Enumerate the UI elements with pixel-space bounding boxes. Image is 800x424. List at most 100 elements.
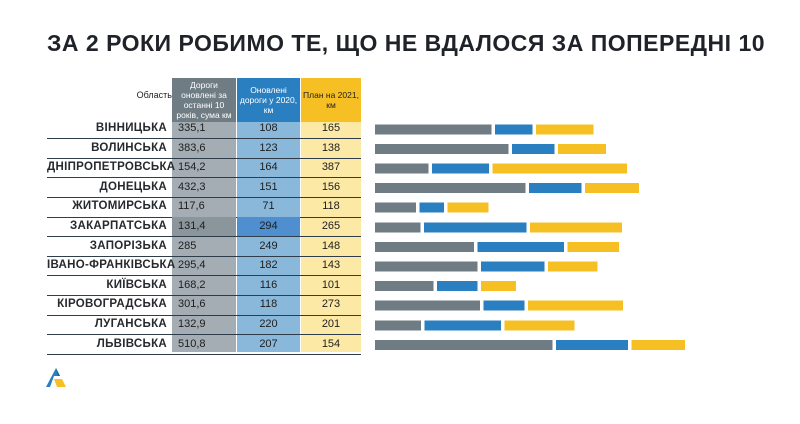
table-row: ДОНЕЦЬКА 432,3 151 156	[47, 178, 361, 197]
cell-plan-2021-km: 156	[321, 180, 341, 193]
logo-icon	[46, 368, 66, 387]
bar-updated-2020	[483, 300, 525, 311]
bar-updated-2020	[481, 261, 545, 272]
bar-updated-2020	[424, 320, 502, 331]
bar-history	[375, 281, 434, 292]
row-divider	[47, 177, 361, 179]
cell-history-km: 168,2	[178, 278, 206, 291]
bar-history	[375, 261, 478, 272]
cell-plan-2021-km: 273	[321, 298, 341, 311]
bar-history	[375, 222, 421, 233]
bar-history	[375, 183, 526, 194]
cell-history-km: 335,1	[178, 122, 206, 134]
cell-history-km: 432,3	[178, 180, 206, 193]
page-title: ЗА 2 РОКИ РОБИМО ТЕ, ЩО НЕ ВДАЛОСЯ ЗА ПО…	[47, 30, 766, 56]
cell-updated-2020-km: 207	[259, 337, 278, 350]
region-name: КІРОВОГРАДСЬКА	[57, 298, 167, 311]
bar-history	[375, 300, 480, 311]
bar-updated-2020	[556, 339, 629, 350]
cell-history-km: 154,2	[178, 161, 206, 174]
region-name: ВІННИЦЬКА	[95, 122, 167, 134]
bar-plan-2021	[558, 143, 607, 154]
cell-plan-2021-km: 148	[321, 239, 341, 252]
table-row: ІВАНО-ФРАНКІВСЬКА 295,4 182 143	[47, 256, 361, 275]
row-divider	[47, 255, 361, 257]
row-divider	[47, 353, 361, 355]
cell-updated-2020-km: 249	[259, 239, 278, 252]
cell-history-km: 295,4	[178, 259, 206, 272]
row-divider	[47, 275, 361, 277]
cell-updated-2020-km: 116	[259, 278, 278, 291]
cell-history-km: 117,6	[178, 200, 205, 213]
column-bg-plan-2021	[301, 78, 361, 352]
bar-updated-2020	[437, 281, 478, 292]
bar-history	[375, 339, 553, 350]
region-name: ДОНЕЦЬКА	[99, 180, 167, 193]
bar-plan-2021	[447, 202, 489, 213]
bar-updated-2020	[528, 183, 582, 194]
table-row: ЛЬВІВСЬКА 510,8 207 154	[47, 335, 361, 354]
bar-plan-2021	[536, 124, 594, 135]
column-header-updated-2020: Оновлені дороги у 2020, км	[237, 78, 300, 122]
bar-history	[375, 124, 492, 135]
table-row: ВІННИЦЬКА 335,1 108 165	[47, 119, 361, 138]
highlight-cell-updated	[237, 217, 300, 236]
table-row: ЖИТОМИРСЬКА 117,6 71 118	[47, 197, 361, 216]
region-name: ДНІПРОПЕТРОВСЬКА	[47, 161, 176, 174]
cell-updated-2020-km: 164	[259, 161, 278, 174]
cell-plan-2021-km: 387	[321, 161, 341, 174]
bar-updated-2020	[511, 143, 555, 154]
cell-updated-2020-km: 108	[259, 122, 278, 134]
highlight-cell-history	[172, 217, 236, 236]
cell-updated-2020-km: 294	[259, 220, 278, 232]
bar-plan-2021	[480, 281, 516, 292]
row-divider	[47, 196, 361, 198]
row-divider	[47, 236, 361, 238]
table-row: ВОЛИНСЬКА 383,6 123 138	[47, 139, 361, 158]
cell-history-km: 132,9	[178, 318, 206, 330]
cell-updated-2020-km: 182	[259, 259, 278, 272]
bar-updated-2020	[419, 202, 445, 213]
bar-plan-2021	[529, 222, 623, 233]
cell-updated-2020-km: 151	[259, 180, 278, 193]
table-row: ДНІПРОПЕТРОВСЬКА 154,2 164 387	[47, 158, 361, 177]
cell-plan-2021-km: 118	[322, 200, 340, 213]
region-column-header: Область	[136, 90, 172, 100]
table-row: КИЇВСЬКА 168,2 116 101	[47, 276, 361, 295]
row-divider	[47, 314, 361, 316]
cell-plan-2021-km: 143	[321, 259, 341, 272]
table-row: ЛУГАНСЬКА 132,9 220 201	[47, 315, 361, 334]
region-name: ЗАПОРІЗЬКА	[89, 239, 167, 252]
cell-plan-2021-km: 154	[321, 337, 341, 350]
bar-plan-2021	[527, 300, 623, 311]
cell-updated-2020-km: 118	[259, 298, 278, 311]
cell-plan-2021-km: 165	[321, 122, 341, 134]
row-divider	[47, 138, 361, 140]
bar-history	[375, 143, 509, 154]
row-divider	[47, 157, 361, 159]
bar-history	[375, 320, 422, 331]
bar-updated-2020	[424, 222, 527, 233]
column-bg-updated-2020	[237, 78, 300, 352]
region-name: ВОЛИНСЬКА	[91, 141, 167, 154]
bar-plan-2021	[504, 320, 575, 331]
region-name: ЛЬВІВСЬКА	[96, 337, 167, 350]
region-name: КИЇВСЬКА	[106, 278, 167, 291]
table-row: ЗАКАРПАТСЬКА 131,4 294 265	[47, 217, 361, 236]
row-divider	[47, 334, 361, 336]
bar-plan-2021	[492, 163, 628, 174]
bar-history	[375, 202, 416, 213]
region-name: ЖИТОМИРСЬКА	[72, 200, 167, 213]
region-name: ЗАКАРПАТСЬКА	[69, 220, 167, 232]
cell-plan-2021-km: 265	[321, 220, 341, 232]
cell-history-km: 510,8	[178, 337, 206, 350]
bar-history	[375, 163, 429, 174]
table-row: КІРОВОГРАДСЬКА 301,6 118 273	[47, 295, 361, 314]
table-row: ЗАПОРІЗЬКА 285 249 148	[47, 237, 361, 256]
cell-plan-2021-km: 101	[321, 278, 341, 291]
bar-plan-2021	[548, 261, 598, 272]
bar-plan-2021	[567, 241, 620, 252]
bar-plan-2021	[631, 339, 686, 350]
region-name: ІВАНО-ФРАНКІВСЬКА	[47, 259, 176, 272]
